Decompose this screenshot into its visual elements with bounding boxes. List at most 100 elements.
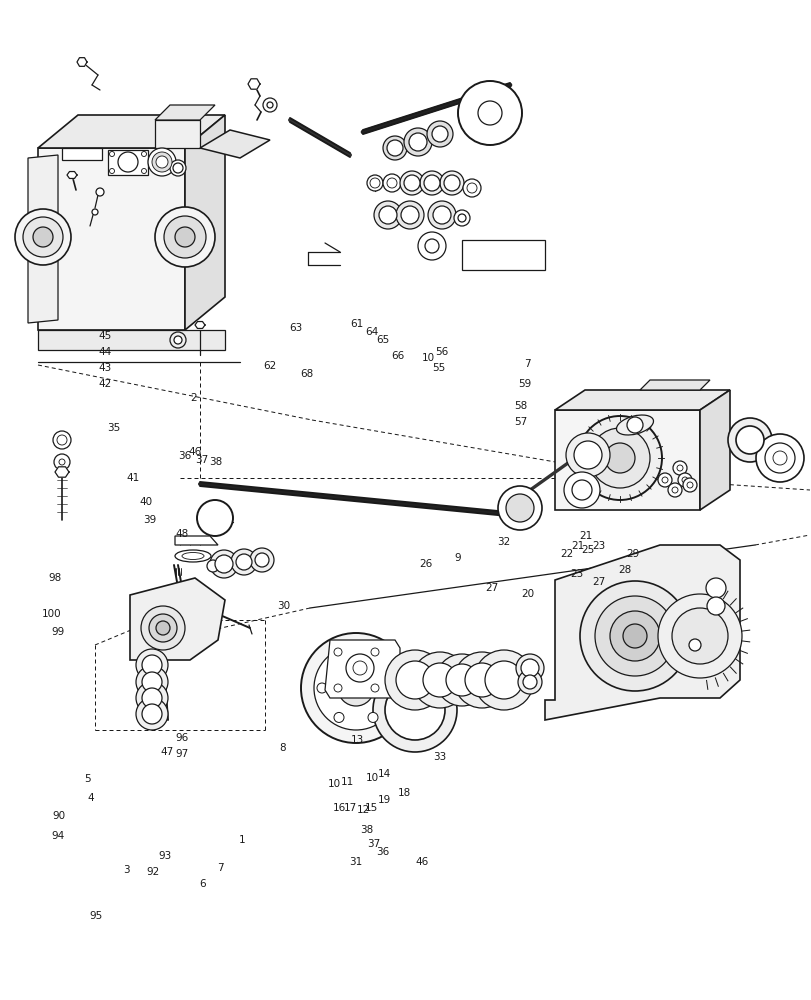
Text: 10: 10 (328, 779, 341, 789)
Circle shape (411, 652, 467, 708)
Circle shape (333, 684, 341, 692)
Circle shape (23, 217, 63, 257)
Polygon shape (38, 148, 185, 330)
Text: 21: 21 (571, 541, 584, 551)
Polygon shape (461, 240, 544, 270)
Text: 33: 33 (433, 752, 446, 762)
Circle shape (457, 81, 521, 145)
Polygon shape (195, 322, 204, 328)
Circle shape (672, 608, 727, 664)
Circle shape (672, 487, 677, 493)
Text: 7: 7 (524, 359, 530, 369)
Circle shape (337, 670, 374, 706)
Polygon shape (324, 640, 400, 698)
Text: 48: 48 (175, 529, 188, 539)
Text: 45: 45 (99, 331, 112, 341)
Text: 21: 21 (579, 531, 592, 541)
Text: 44: 44 (99, 347, 112, 357)
Circle shape (735, 426, 763, 454)
Circle shape (432, 206, 450, 224)
Text: 10: 10 (422, 353, 435, 363)
Circle shape (689, 639, 700, 651)
Polygon shape (699, 390, 729, 510)
Polygon shape (67, 172, 77, 178)
Text: 25: 25 (581, 545, 594, 555)
Polygon shape (28, 155, 58, 323)
Circle shape (301, 633, 410, 743)
Text: 19: 19 (378, 795, 391, 805)
Text: 61: 61 (350, 319, 363, 329)
Text: 58: 58 (514, 401, 527, 411)
Circle shape (135, 682, 168, 714)
Circle shape (676, 465, 682, 471)
Circle shape (371, 684, 379, 692)
Circle shape (53, 431, 71, 449)
Circle shape (384, 683, 394, 693)
Circle shape (401, 206, 418, 224)
Circle shape (148, 614, 177, 642)
Circle shape (207, 560, 219, 572)
Text: 65: 65 (376, 335, 389, 345)
Circle shape (353, 661, 367, 675)
Circle shape (142, 688, 162, 708)
Circle shape (230, 549, 257, 575)
Text: 16: 16 (333, 803, 345, 813)
Text: 64: 64 (365, 327, 378, 337)
Text: 8: 8 (279, 743, 285, 753)
Text: 96: 96 (175, 733, 188, 743)
Circle shape (396, 661, 433, 699)
Ellipse shape (175, 550, 211, 562)
Text: 37: 37 (367, 839, 380, 849)
Circle shape (505, 494, 534, 522)
Circle shape (466, 183, 476, 193)
Circle shape (164, 216, 206, 258)
Polygon shape (38, 115, 225, 148)
Polygon shape (38, 330, 225, 350)
Circle shape (173, 163, 182, 173)
Ellipse shape (616, 415, 653, 435)
Circle shape (657, 594, 741, 678)
Text: 17: 17 (344, 803, 357, 813)
Circle shape (174, 336, 182, 344)
Circle shape (156, 156, 168, 168)
Circle shape (59, 459, 65, 465)
Text: 63: 63 (289, 323, 302, 333)
Circle shape (263, 98, 277, 112)
Circle shape (15, 209, 71, 265)
Text: 22: 22 (560, 549, 573, 559)
Text: 27: 27 (485, 583, 498, 593)
Circle shape (423, 175, 440, 191)
Text: 27: 27 (592, 577, 605, 587)
Circle shape (686, 482, 692, 488)
Text: 2: 2 (190, 393, 196, 403)
Circle shape (175, 227, 195, 247)
Circle shape (462, 179, 480, 197)
Circle shape (210, 550, 238, 578)
Text: 1: 1 (238, 835, 245, 845)
Circle shape (387, 178, 397, 188)
Circle shape (457, 214, 466, 222)
Polygon shape (130, 578, 225, 660)
Text: 30: 30 (277, 601, 290, 611)
Circle shape (409, 133, 427, 151)
Circle shape (370, 178, 380, 188)
Polygon shape (200, 130, 270, 158)
Circle shape (372, 668, 457, 752)
Text: 26: 26 (418, 559, 431, 569)
Circle shape (118, 152, 138, 172)
Polygon shape (544, 545, 739, 720)
Text: 62: 62 (263, 361, 276, 371)
Circle shape (577, 416, 661, 500)
Polygon shape (247, 79, 260, 89)
Circle shape (682, 478, 696, 492)
Circle shape (142, 672, 162, 692)
Circle shape (236, 554, 251, 570)
Text: 32: 32 (496, 537, 509, 547)
Polygon shape (155, 120, 200, 148)
Circle shape (404, 128, 431, 156)
Ellipse shape (182, 552, 204, 560)
Circle shape (255, 553, 268, 567)
Circle shape (142, 655, 162, 675)
Circle shape (444, 175, 460, 191)
Circle shape (657, 473, 672, 487)
